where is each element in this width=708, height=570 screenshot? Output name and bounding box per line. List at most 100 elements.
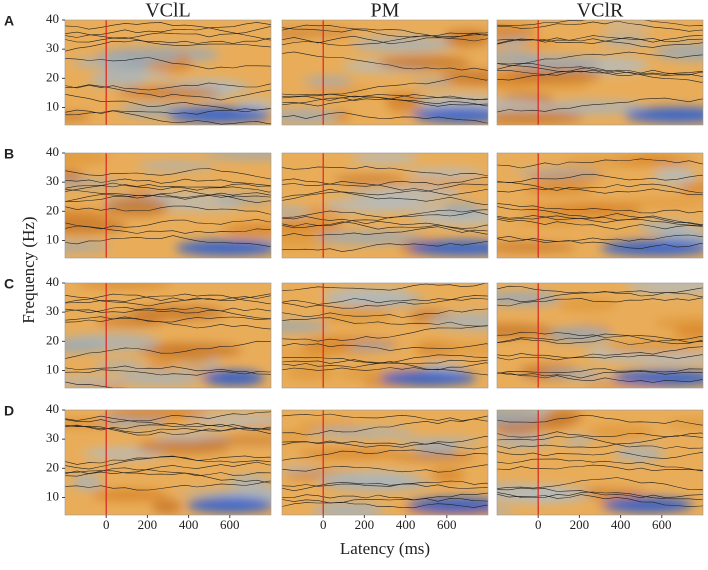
contour-line [282,93,488,100]
heat-blob [428,312,488,330]
panel-frame [64,19,272,126]
contour-line [65,31,271,48]
x-tick-label: 400 [179,517,199,532]
contour-line [65,456,271,465]
contour-line [65,189,271,199]
y-tick-label: 30 [46,173,59,188]
heat-blob [174,355,211,366]
heat-blobs [497,153,703,256]
contour-line [65,57,271,70]
heat-blob [616,156,695,166]
heat-blob [351,153,419,164]
contour-line [497,333,703,343]
panel [65,410,271,515]
heat-blob [215,195,271,204]
y-tick-label: 30 [46,40,59,55]
contour-line [65,205,271,215]
heat-blob [408,497,488,513]
contour-line [497,63,703,77]
contour-line [282,188,488,206]
contour-line [65,480,271,491]
heat-blobs [497,410,703,515]
panel-frame [496,409,704,516]
heat-blob [175,240,271,256]
x-tick-label: 200 [570,517,590,532]
contour-line [497,458,703,472]
y-tick-label: 20 [46,459,59,474]
contour-line [65,455,271,470]
heat-blob [107,410,209,420]
contour-line [497,435,703,449]
heat-blob [538,100,647,115]
heat-blob [319,306,394,323]
contour-line [65,470,271,477]
panel [65,153,271,258]
heat-blob [323,198,428,212]
contour-line [282,464,488,473]
contour-line [65,293,271,305]
heat-blob [639,220,688,235]
heat-blob [440,69,488,86]
heat-blob [497,410,545,426]
contour-line [65,316,271,323]
heat-blob [312,501,384,515]
heat-blobs [497,283,703,388]
contour-line [65,293,271,303]
panel [282,410,488,515]
contour-line [497,297,703,307]
heat-blob [367,186,461,200]
contour-line [65,94,271,113]
x-tick-label: 600 [652,517,672,532]
contour-line [282,111,488,124]
y-tick-label: 40 [46,144,59,159]
contour-line [65,27,271,41]
heat-blobs [65,153,271,256]
heat-blob [95,317,163,327]
panel-frame [281,409,489,516]
contour-line [282,317,488,327]
contour-line [497,51,703,70]
heat-blob [151,499,182,515]
heat-blob [548,326,612,344]
heat-blob [497,291,562,307]
contour-line [282,96,488,107]
heat-blob [563,436,594,446]
contour-line [65,316,271,330]
heat-blob [385,178,488,188]
panel [65,283,271,388]
contour-line [282,449,488,461]
heat-blob [282,29,359,36]
contour-line [65,194,271,202]
heat-blob [153,200,242,211]
x-tick-label: 600 [220,517,240,532]
heat-blob [497,110,585,125]
heat-blob [282,320,329,333]
contour-line [65,22,271,30]
contour-line [497,287,703,303]
contour-line [497,20,703,32]
y-tick-label: 40 [46,274,59,289]
heat-blob [285,364,336,381]
contour-line [65,461,271,475]
heat-blob [282,108,339,125]
contour-line [65,340,271,359]
heat-blobs [282,421,488,515]
heat-blob [439,202,483,216]
contour-line [497,97,703,113]
heat-blob [93,360,147,371]
heat-blob [391,453,477,461]
heat-blob [125,188,159,196]
heat-blob [65,376,125,387]
contour-line [65,411,271,423]
heat-blob [235,98,271,111]
contour-line [65,424,271,436]
heat-blob [128,305,227,321]
heat-blob [202,370,265,386]
y-tick-label: 10 [46,361,59,376]
contour-line [497,431,703,438]
y-tick-label: 10 [46,231,59,246]
x-tick-label: 400 [611,517,631,532]
row-label: A [4,13,14,29]
contour-line [282,343,488,351]
contour-line [497,415,703,426]
